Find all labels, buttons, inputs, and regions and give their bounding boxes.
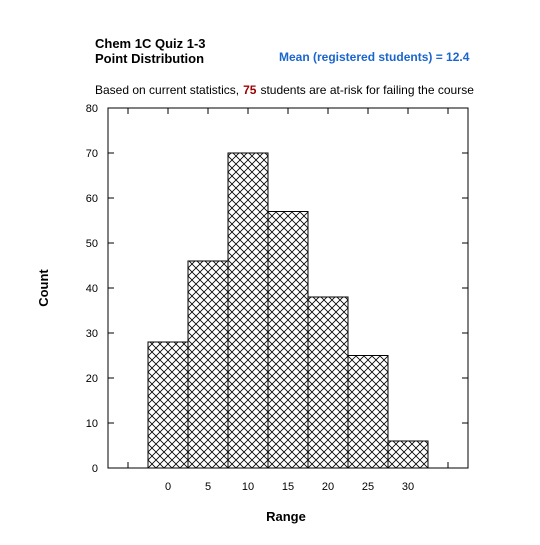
x-tick-label: 20 (322, 481, 334, 493)
x-tick-label: 25 (362, 481, 374, 493)
x-tick-label: 30 (402, 481, 414, 493)
chart-title: Chem 1C Quiz 1-3 (95, 36, 206, 51)
chart-title: Point Distribution (95, 51, 204, 66)
y-tick-label: 20 (86, 373, 98, 385)
subtitle-highlight: 75 (243, 83, 257, 97)
y-axis-label: Count (36, 269, 51, 307)
y-tick-label: 50 (86, 238, 98, 250)
y-tick-label: 40 (86, 283, 98, 295)
bar (267, 211, 309, 469)
y-tick-label: 0 (92, 463, 98, 475)
bar (347, 355, 389, 469)
y-tick-label: 10 (86, 418, 98, 430)
bar (187, 260, 229, 469)
bar (227, 152, 269, 469)
plot-frame (107, 107, 469, 469)
y-tick-label: 70 (86, 148, 98, 160)
y-tick-label: 80 (86, 103, 98, 115)
subtitle: Based on current statistics, 75 students a… (95, 83, 474, 97)
y-tick-label: 30 (86, 328, 98, 340)
x-tick-label: 15 (282, 481, 294, 493)
x-tick-label: 10 (242, 481, 254, 493)
y-tick-label: 60 (86, 193, 98, 205)
bar (307, 296, 349, 469)
x-tick-label: 5 (205, 481, 211, 493)
bar (387, 440, 429, 469)
mean-label: Mean (registered students) = 12.4 (279, 50, 470, 64)
x-tick-label: 0 (165, 481, 171, 493)
bar (147, 341, 189, 469)
subtitle-text: students are at-risk for failing the cou… (260, 83, 474, 97)
x-axis-label: Range (266, 509, 306, 524)
subtitle-text: Based on current statistics, (95, 83, 239, 97)
